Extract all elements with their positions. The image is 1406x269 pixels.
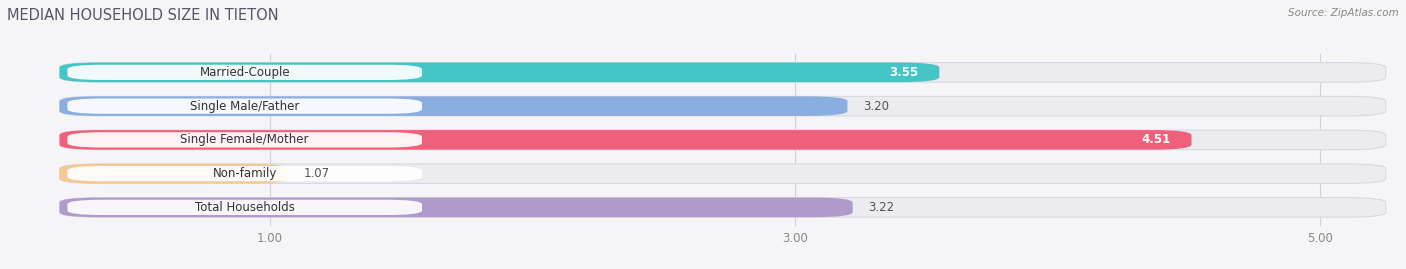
Text: 3.20: 3.20 bbox=[863, 100, 889, 113]
Text: Single Male/Father: Single Male/Father bbox=[190, 100, 299, 113]
FancyBboxPatch shape bbox=[59, 96, 848, 116]
Text: Total Households: Total Households bbox=[195, 201, 295, 214]
FancyBboxPatch shape bbox=[67, 132, 422, 147]
Text: Non-family: Non-family bbox=[212, 167, 277, 180]
FancyBboxPatch shape bbox=[67, 200, 422, 215]
FancyBboxPatch shape bbox=[67, 98, 422, 114]
FancyBboxPatch shape bbox=[59, 130, 1386, 150]
Text: MEDIAN HOUSEHOLD SIZE IN TIETON: MEDIAN HOUSEHOLD SIZE IN TIETON bbox=[7, 8, 278, 23]
Text: 3.22: 3.22 bbox=[869, 201, 894, 214]
Text: 1.07: 1.07 bbox=[304, 167, 330, 180]
FancyBboxPatch shape bbox=[59, 164, 1386, 183]
FancyBboxPatch shape bbox=[67, 166, 422, 181]
Text: 4.51: 4.51 bbox=[1142, 133, 1170, 146]
Text: Source: ZipAtlas.com: Source: ZipAtlas.com bbox=[1288, 8, 1399, 18]
FancyBboxPatch shape bbox=[59, 130, 1191, 150]
Text: 3.55: 3.55 bbox=[889, 66, 918, 79]
Text: Single Female/Mother: Single Female/Mother bbox=[180, 133, 309, 146]
FancyBboxPatch shape bbox=[59, 198, 852, 217]
FancyBboxPatch shape bbox=[59, 63, 1386, 82]
FancyBboxPatch shape bbox=[59, 96, 1386, 116]
FancyBboxPatch shape bbox=[67, 65, 422, 80]
FancyBboxPatch shape bbox=[59, 164, 288, 183]
Text: Married-Couple: Married-Couple bbox=[200, 66, 290, 79]
FancyBboxPatch shape bbox=[59, 198, 1386, 217]
FancyBboxPatch shape bbox=[59, 63, 939, 82]
